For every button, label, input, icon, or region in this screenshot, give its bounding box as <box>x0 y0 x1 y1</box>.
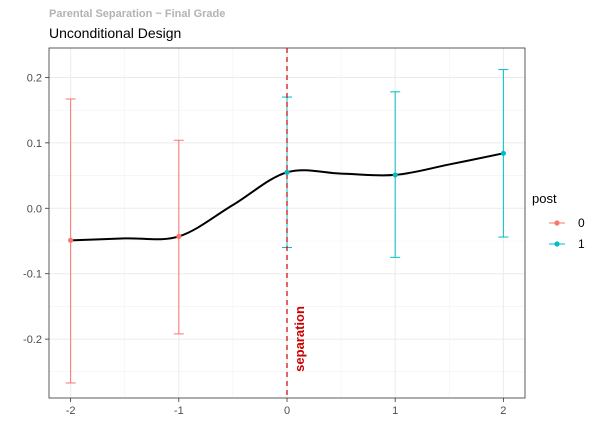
point-1 <box>500 150 506 156</box>
chart-title: Unconditional Design <box>49 25 181 41</box>
legend: post 0 1 <box>532 191 585 251</box>
legend-title: post <box>532 191 557 206</box>
y-tick-label: -0.2 <box>23 334 42 346</box>
x-tick-label: 2 <box>500 405 506 417</box>
point-1 <box>284 169 290 175</box>
separation-label: separation <box>292 306 307 372</box>
legend-label-0: 0 <box>578 216 585 230</box>
y-axis: -0.2 -0.1 0.0 0.1 0.2 <box>23 72 49 346</box>
y-tick-label: 0.2 <box>27 72 42 84</box>
legend-label-1: 1 <box>578 237 585 251</box>
x-axis: -2 -1 0 1 2 <box>66 398 506 417</box>
legend-key-dot-1 <box>554 241 560 247</box>
x-tick-label: -1 <box>174 405 184 417</box>
y-tick-label: 0.0 <box>27 203 42 215</box>
x-tick-label: 1 <box>392 405 398 417</box>
point-1 <box>392 172 398 178</box>
x-tick-label: -2 <box>66 405 76 417</box>
x-tick-label: 0 <box>284 405 290 417</box>
y-tick-label: 0.1 <box>27 138 42 150</box>
y-tick-label: -0.1 <box>23 269 42 281</box>
point-0 <box>68 237 74 243</box>
chart-subtitle: Parental Separation ~ Final Grade <box>49 8 225 20</box>
point-0 <box>176 233 182 240</box>
vline-group: separation <box>286 48 307 398</box>
points <box>68 150 506 243</box>
legend-key-dot-0 <box>554 220 560 226</box>
